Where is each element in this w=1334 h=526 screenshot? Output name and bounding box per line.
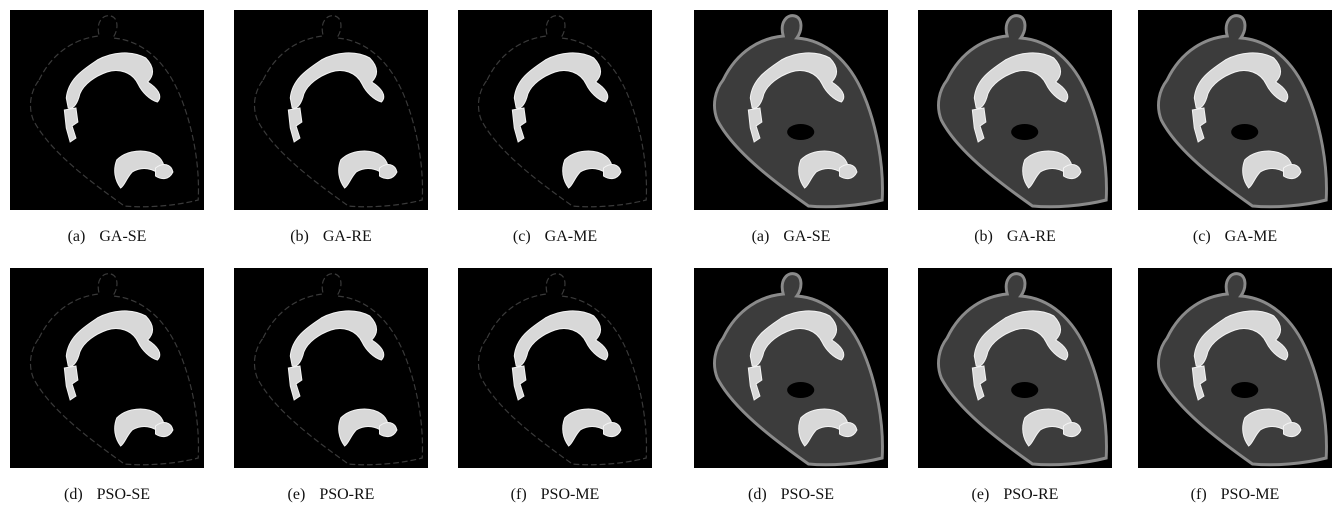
- panel: (d) PSO-SE: [694, 268, 888, 504]
- caption: (b) GA-RE: [918, 228, 1112, 246]
- ct-image: [10, 268, 204, 468]
- caption: (f) PSO-ME: [1138, 486, 1332, 504]
- caption: (d) PSO-SE: [694, 486, 888, 504]
- background: [458, 268, 652, 468]
- background: [458, 10, 652, 210]
- panel-letter: (a): [68, 228, 86, 245]
- panel-letter: (b): [290, 228, 309, 245]
- airway: [1011, 124, 1038, 140]
- ct-image: [694, 10, 888, 210]
- airway: [787, 124, 814, 140]
- panel-name: PSO-SE: [97, 486, 150, 503]
- background: [10, 268, 204, 468]
- panel-letter: (c): [513, 228, 531, 245]
- ct-image: [458, 268, 652, 468]
- airway: [1231, 382, 1258, 398]
- panel-letter: (e): [288, 486, 306, 503]
- figure: (a) GA-SE (b) GA-RE (c) GA-ME (d) PSO-SE (e) PSO-…: [0, 0, 1334, 526]
- caption: (a) GA-SE: [10, 228, 204, 246]
- panel-name: PSO-ME: [1221, 486, 1280, 503]
- airway: [1011, 382, 1038, 398]
- panel-letter: (b): [974, 228, 993, 245]
- panel-name: PSO-RE: [319, 486, 374, 503]
- airway: [787, 382, 814, 398]
- caption: (c) GA-ME: [1138, 228, 1332, 246]
- panel-letter: (f): [1191, 486, 1207, 503]
- airway: [1231, 124, 1258, 140]
- background: [10, 10, 204, 210]
- ct-image: [694, 268, 888, 468]
- ct-image: [458, 10, 652, 210]
- panel-name: GA-RE: [1007, 228, 1056, 245]
- caption: (b) GA-RE: [234, 228, 428, 246]
- panel: (c) GA-ME: [458, 10, 652, 246]
- panel-letter: (d): [64, 486, 83, 503]
- ct-image: [10, 10, 204, 210]
- ct-image: [918, 268, 1112, 468]
- panel: (e) PSO-RE: [918, 268, 1112, 504]
- panel: (c) GA-ME: [1138, 10, 1332, 246]
- panel-name: GA-SE: [99, 228, 146, 245]
- ct-image: [918, 10, 1112, 210]
- background: [234, 10, 428, 210]
- caption: (c) GA-ME: [458, 228, 652, 246]
- panel: (d) PSO-SE: [10, 268, 204, 504]
- panel: (a) GA-SE: [10, 10, 204, 246]
- ct-image: [1138, 268, 1332, 468]
- panel-name: GA-SE: [783, 228, 830, 245]
- caption: (e) PSO-RE: [234, 486, 428, 504]
- panel: (b) GA-RE: [918, 10, 1112, 246]
- caption: (f) PSO-ME: [458, 486, 652, 504]
- panel-letter: (a): [752, 228, 770, 245]
- caption: (d) PSO-SE: [10, 486, 204, 504]
- background: [234, 268, 428, 468]
- panel-letter: (e): [972, 486, 990, 503]
- panel: (f) PSO-ME: [1138, 268, 1332, 504]
- panel: (b) GA-RE: [234, 10, 428, 246]
- panel-name: GA-ME: [545, 228, 597, 245]
- panel-letter: (f): [511, 486, 527, 503]
- panel: (a) GA-SE: [694, 10, 888, 246]
- panel: (e) PSO-RE: [234, 268, 428, 504]
- panel: (f) PSO-ME: [458, 268, 652, 504]
- ct-image: [1138, 10, 1332, 210]
- caption: (e) PSO-RE: [918, 486, 1112, 504]
- panel-name: PSO-ME: [541, 486, 600, 503]
- panel-letter: (c): [1193, 228, 1211, 245]
- ct-image: [234, 10, 428, 210]
- caption: (a) GA-SE: [694, 228, 888, 246]
- ct-image: [234, 268, 428, 468]
- panel-name: GA-ME: [1225, 228, 1277, 245]
- panel-name: PSO-RE: [1003, 486, 1058, 503]
- panel-name: PSO-SE: [781, 486, 834, 503]
- panel-name: GA-RE: [323, 228, 372, 245]
- panel-letter: (d): [748, 486, 767, 503]
